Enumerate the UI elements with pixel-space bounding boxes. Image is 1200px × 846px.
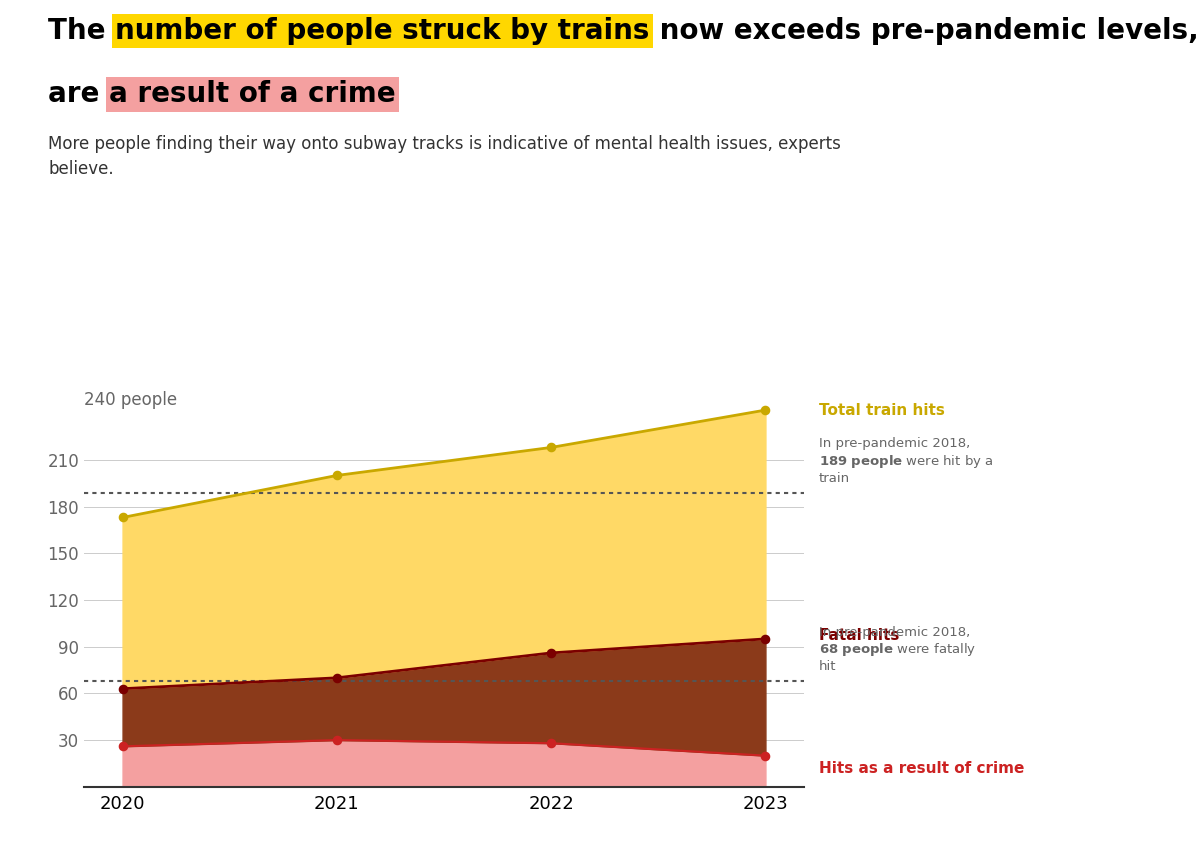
Point	[756, 749, 775, 762]
Point	[541, 736, 560, 750]
Point	[328, 733, 347, 747]
Text: a result of a crime: a result of a crime	[109, 80, 396, 108]
Text: In pre-pandemic 2018,
$\bf{68\ people}$ were fatally
hit: In pre-pandemic 2018, $\bf{68\ people}$ …	[818, 626, 977, 673]
Text: Hits as a result of crime: Hits as a result of crime	[818, 761, 1025, 776]
Point	[328, 469, 347, 482]
Text: 240 people: 240 people	[84, 391, 178, 409]
Point	[328, 671, 347, 684]
Text: number of people struck by trains: number of people struck by trains	[115, 17, 649, 45]
Point	[541, 646, 560, 660]
Text: Total train hits: Total train hits	[818, 403, 944, 418]
Point	[113, 682, 132, 695]
Text: now exceeds pre-pandemic levels, though fewer: now exceeds pre-pandemic levels, though …	[649, 17, 1200, 45]
Point	[541, 441, 560, 454]
Point	[113, 739, 132, 753]
Point	[113, 511, 132, 525]
Text: Fatal hits: Fatal hits	[818, 629, 899, 643]
Point	[756, 404, 775, 417]
Text: More people finding their way onto subway tracks is indicative of mental health : More people finding their way onto subwa…	[48, 135, 841, 179]
Text: The: The	[48, 17, 115, 45]
Point	[756, 632, 775, 645]
Text: are: are	[48, 80, 109, 108]
Text: In pre-pandemic 2018,
$\bf{189\ people}$ were hit by a
train: In pre-pandemic 2018, $\bf{189\ people}$…	[818, 437, 994, 485]
